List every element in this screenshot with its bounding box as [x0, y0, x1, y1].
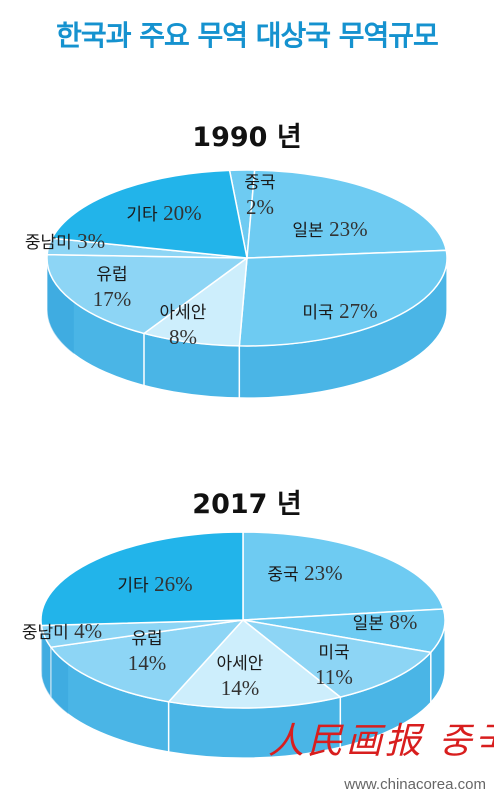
slice-value-label: 8%: [169, 325, 197, 349]
slice-label-inline: 기타 20%: [126, 201, 201, 225]
slice-label-inline: 중국 23%: [267, 561, 342, 585]
slice-value-label: 17%: [93, 287, 132, 311]
slice-label-inline: 미국 27%: [302, 299, 377, 323]
pie-2017-title: 2017 년: [192, 489, 302, 520]
pie-slice-미국: [242, 619, 433, 698]
slice-value-label: 14%: [221, 676, 260, 700]
slice-label-group: 기타 26%: [117, 572, 192, 596]
pie-slice-아세안: [142, 256, 248, 347]
slice-category-label: 미국: [318, 643, 349, 663]
slice-label-inline: 중남미 3%: [25, 229, 105, 253]
chart-page-title: 한국과 주요 무역 대상국 무역규모: [56, 19, 439, 52]
slice-label-group: 중국2%: [244, 173, 275, 219]
slice-label-group: 일본 8%: [353, 610, 418, 634]
slice-category-label: 중국: [244, 173, 275, 193]
slice-label-group: 일본 23%: [292, 217, 367, 241]
slice-label-group: 중남미 3%: [25, 229, 105, 253]
pie-slice-아세안: [167, 618, 342, 709]
slice-label-inline: 중남미 4%: [22, 619, 102, 643]
pie-1990-title: 1990 년: [192, 122, 302, 153]
pie-slice-일본: [246, 169, 448, 259]
slice-label-group: 미국 27%: [302, 299, 377, 323]
slice-label-inline: 일본 23%: [292, 217, 367, 241]
slice-label-group: 기타 20%: [126, 201, 201, 225]
pie-slice-중국: [242, 531, 445, 621]
brand-logo: 人民画报 중국: [268, 721, 494, 762]
slice-value-label: 11%: [315, 665, 353, 689]
pie-slice-기타: [40, 531, 244, 627]
source-url: www.chinacorea.com: [344, 776, 486, 793]
slice-label-inline: 기타 26%: [117, 572, 192, 596]
slice-category-label: 아세안: [217, 654, 264, 674]
slice-value-label: 2%: [246, 195, 274, 219]
pie-slice-유럽: [46, 253, 250, 335]
slice-category-label: 아세안: [160, 303, 207, 323]
pie-slice-미국: [238, 249, 448, 347]
slice-category-label: 유럽: [131, 629, 162, 649]
slice-label-inline: 일본 8%: [353, 610, 418, 634]
slice-label-group: 중남미 4%: [22, 619, 102, 643]
pie-slice-일본: [242, 608, 446, 654]
slice-value-label: 14%: [128, 651, 167, 675]
pie-slice-기타: [50, 169, 248, 259]
slice-category-label: 유럽: [96, 265, 127, 285]
slice-label-group: 중국 23%: [267, 561, 342, 585]
